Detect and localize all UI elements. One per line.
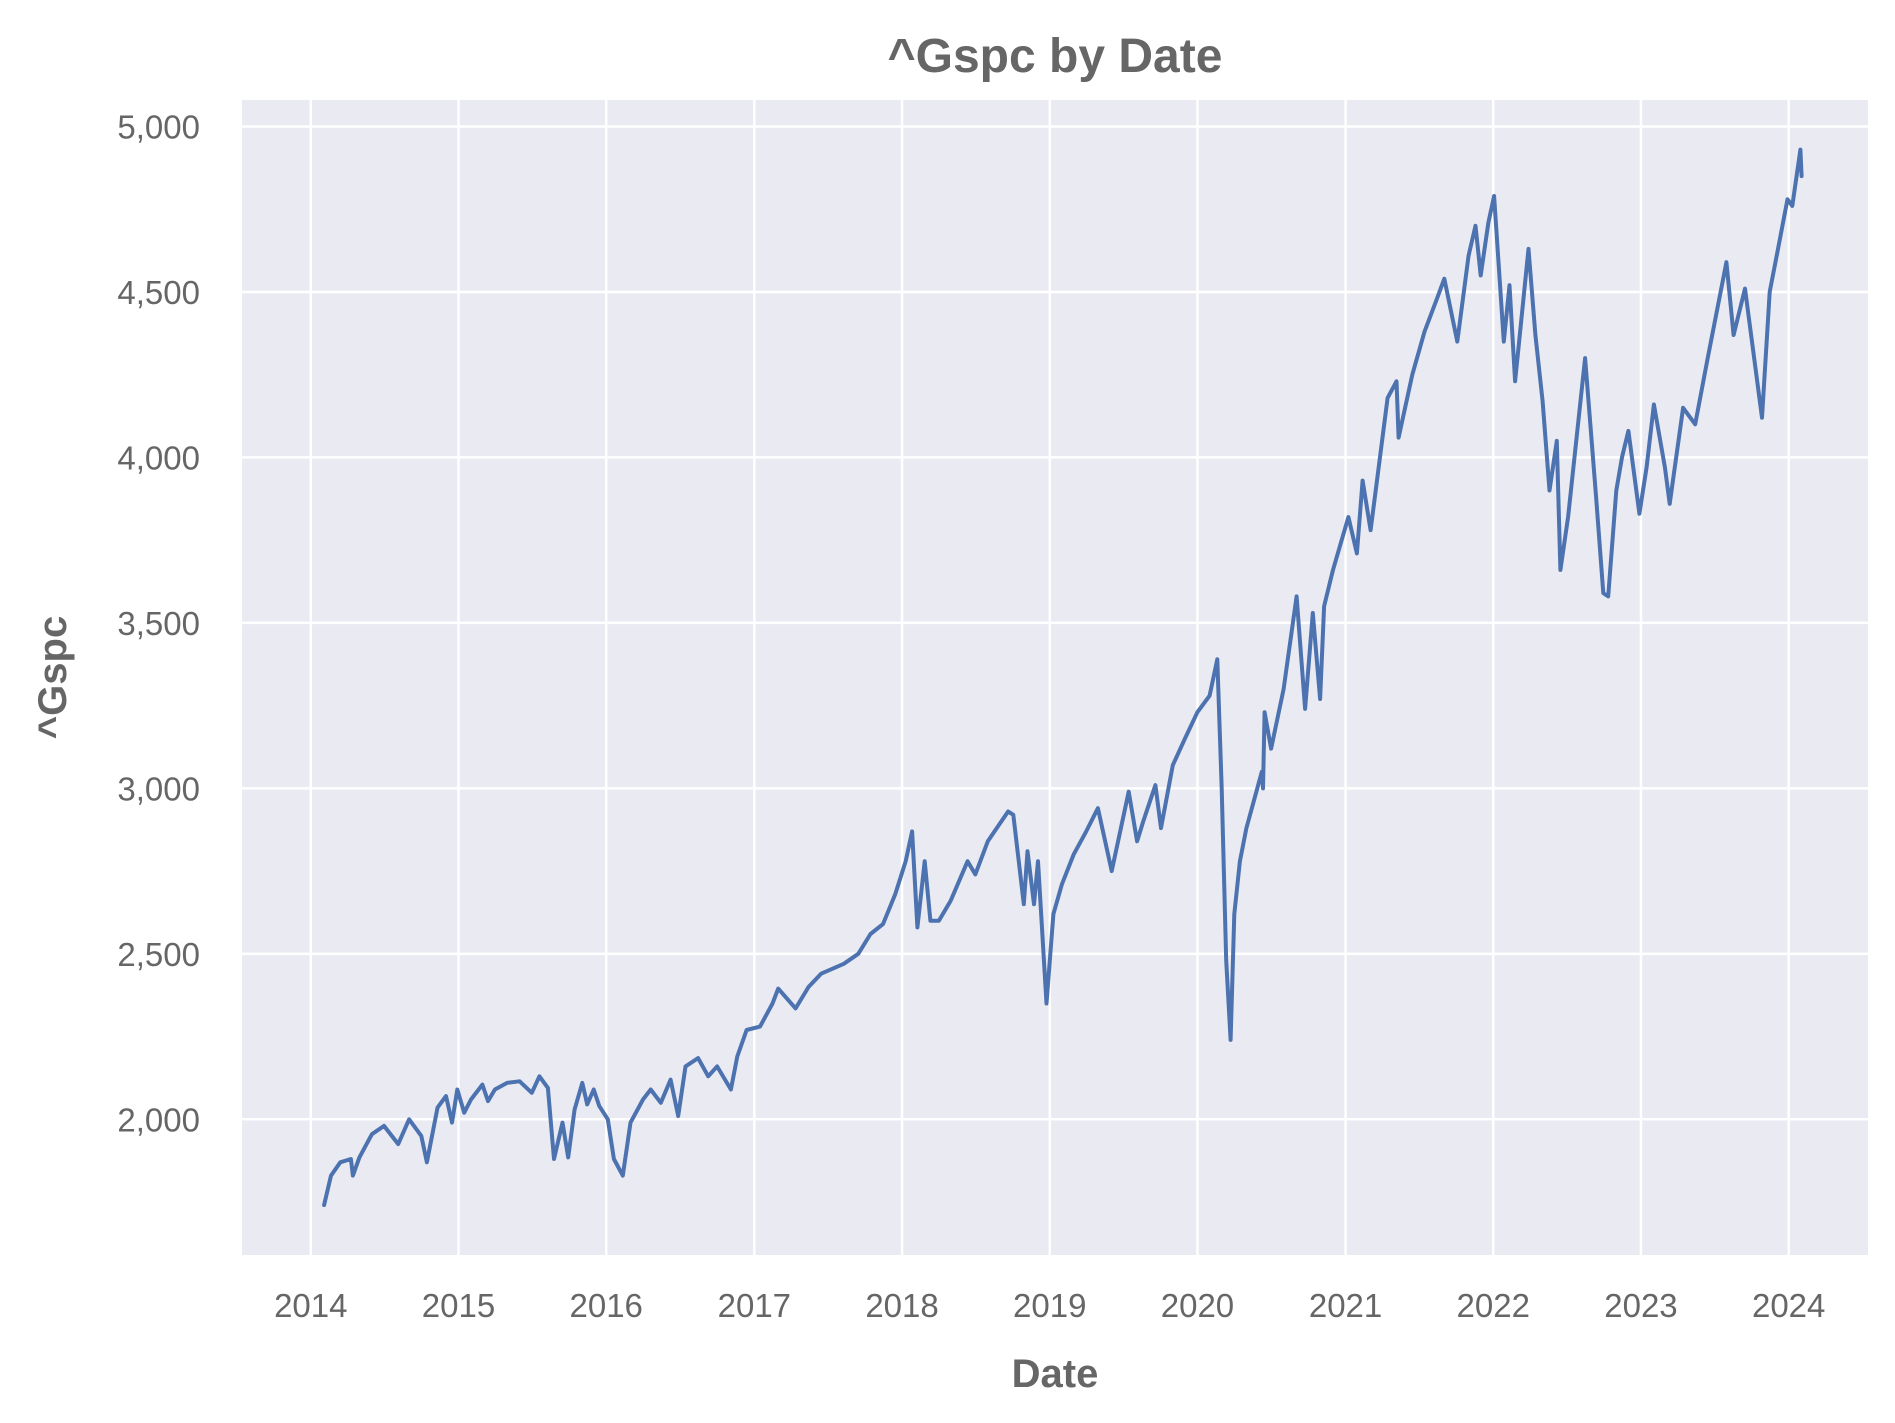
x-tick-label: 2017 xyxy=(718,1287,791,1324)
y-tick-label: 5,000 xyxy=(117,108,200,145)
chart-title: ^Gspc by Date xyxy=(888,30,1223,83)
y-tick-label: 2,500 xyxy=(117,936,200,973)
x-tick-label: 2020 xyxy=(1161,1287,1234,1324)
y-tick-label: 2,000 xyxy=(117,1101,200,1138)
tick-labels: 2,000 2,500 3,000 3,500 4,000 4,500 5,000 2014 2… xyxy=(117,108,1825,1324)
y-tick-label: 4,000 xyxy=(117,439,200,476)
x-tick-label: 2021 xyxy=(1309,1287,1382,1324)
x-tick-label: 2022 xyxy=(1457,1287,1530,1324)
x-tick-label: 2015 xyxy=(422,1287,495,1324)
x-axis-label: Date xyxy=(1012,1352,1099,1396)
x-tick-label: 2023 xyxy=(1604,1287,1677,1324)
plot-area xyxy=(242,100,1868,1255)
x-tick-label: 2018 xyxy=(865,1287,938,1324)
grid xyxy=(242,100,1868,1255)
series-line xyxy=(322,147,1804,1207)
y-tick-label: 4,500 xyxy=(117,274,200,311)
y-axis-label: ^Gspc xyxy=(31,616,75,739)
y-tick-label: 3,000 xyxy=(117,770,200,807)
x-tick-label: 2019 xyxy=(1013,1287,1086,1324)
x-tick-label: 2016 xyxy=(570,1287,643,1324)
series-layer xyxy=(322,147,1804,1207)
x-tick-label: 2024 xyxy=(1752,1287,1825,1324)
y-tick-label: 3,500 xyxy=(117,605,200,642)
x-tick-label: 2014 xyxy=(274,1287,347,1324)
